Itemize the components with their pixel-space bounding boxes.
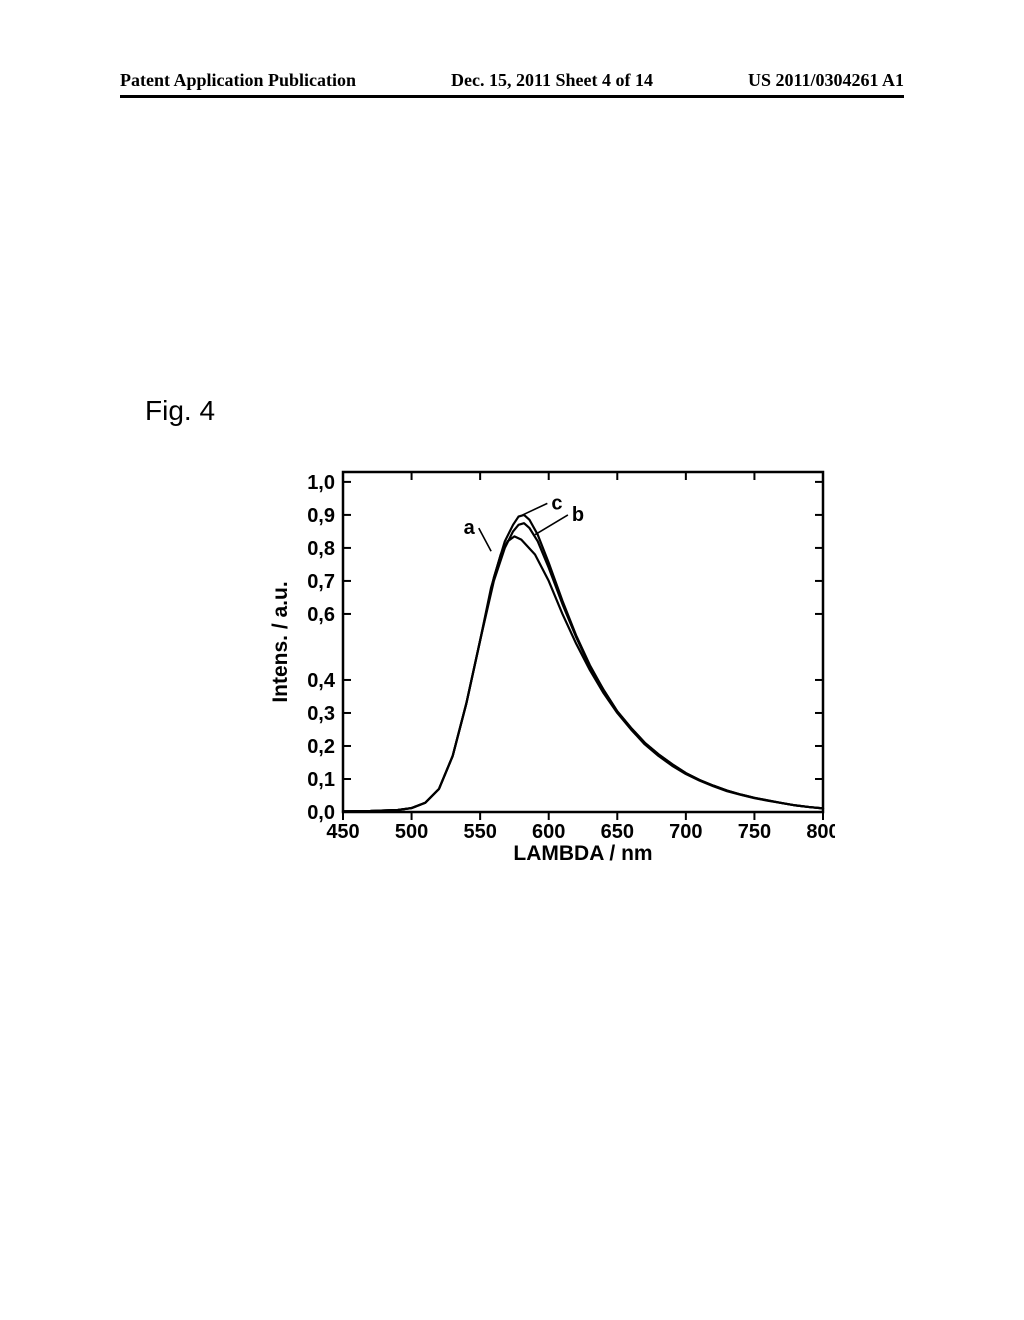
svg-text:Intens. / a.u.: Intens. / a.u. bbox=[269, 581, 292, 702]
svg-text:750: 750 bbox=[738, 821, 771, 843]
svg-text:LAMBDA / nm: LAMBDA / nm bbox=[513, 842, 652, 865]
svg-text:700: 700 bbox=[669, 821, 702, 843]
svg-text:0,9: 0,9 bbox=[307, 505, 335, 527]
svg-text:650: 650 bbox=[601, 821, 634, 843]
svg-text:0,0: 0,0 bbox=[307, 802, 335, 824]
svg-text:0,1: 0,1 bbox=[307, 769, 335, 791]
svg-text:0,2: 0,2 bbox=[307, 736, 335, 758]
svg-text:0,4: 0,4 bbox=[307, 670, 336, 692]
chart-svg: 450 500 550 600 650 700 750 800 0,0 0,1 0,2 0,3 0,4 0… bbox=[265, 460, 835, 880]
svg-text:0,6: 0,6 bbox=[307, 604, 335, 626]
page: Patent Application Publication Dec. 15, … bbox=[0, 0, 1024, 1320]
header-rule bbox=[120, 95, 904, 98]
svg-text:0,8: 0,8 bbox=[307, 538, 335, 560]
svg-text:550: 550 bbox=[463, 821, 496, 843]
svg-text:0,7: 0,7 bbox=[307, 571, 335, 593]
svg-text:b: b bbox=[572, 504, 584, 526]
svg-text:800: 800 bbox=[806, 821, 835, 843]
header-right: US 2011/0304261 A1 bbox=[748, 70, 904, 91]
header-center: Dec. 15, 2011 Sheet 4 of 14 bbox=[451, 70, 653, 91]
svg-text:a: a bbox=[464, 517, 476, 539]
svg-text:600: 600 bbox=[532, 821, 565, 843]
svg-text:c: c bbox=[551, 492, 562, 514]
page-header: Patent Application Publication Dec. 15, … bbox=[120, 70, 904, 91]
figure-label: Fig. 4 bbox=[145, 395, 215, 427]
spectrum-chart: 450 500 550 600 650 700 750 800 0,0 0,1 0,2 0,3 0,4 0… bbox=[265, 460, 835, 880]
header-left: Patent Application Publication bbox=[120, 70, 356, 91]
svg-text:500: 500 bbox=[395, 821, 428, 843]
svg-text:0,3: 0,3 bbox=[307, 703, 335, 725]
svg-text:450: 450 bbox=[326, 821, 359, 843]
svg-text:1,0: 1,0 bbox=[307, 472, 335, 494]
